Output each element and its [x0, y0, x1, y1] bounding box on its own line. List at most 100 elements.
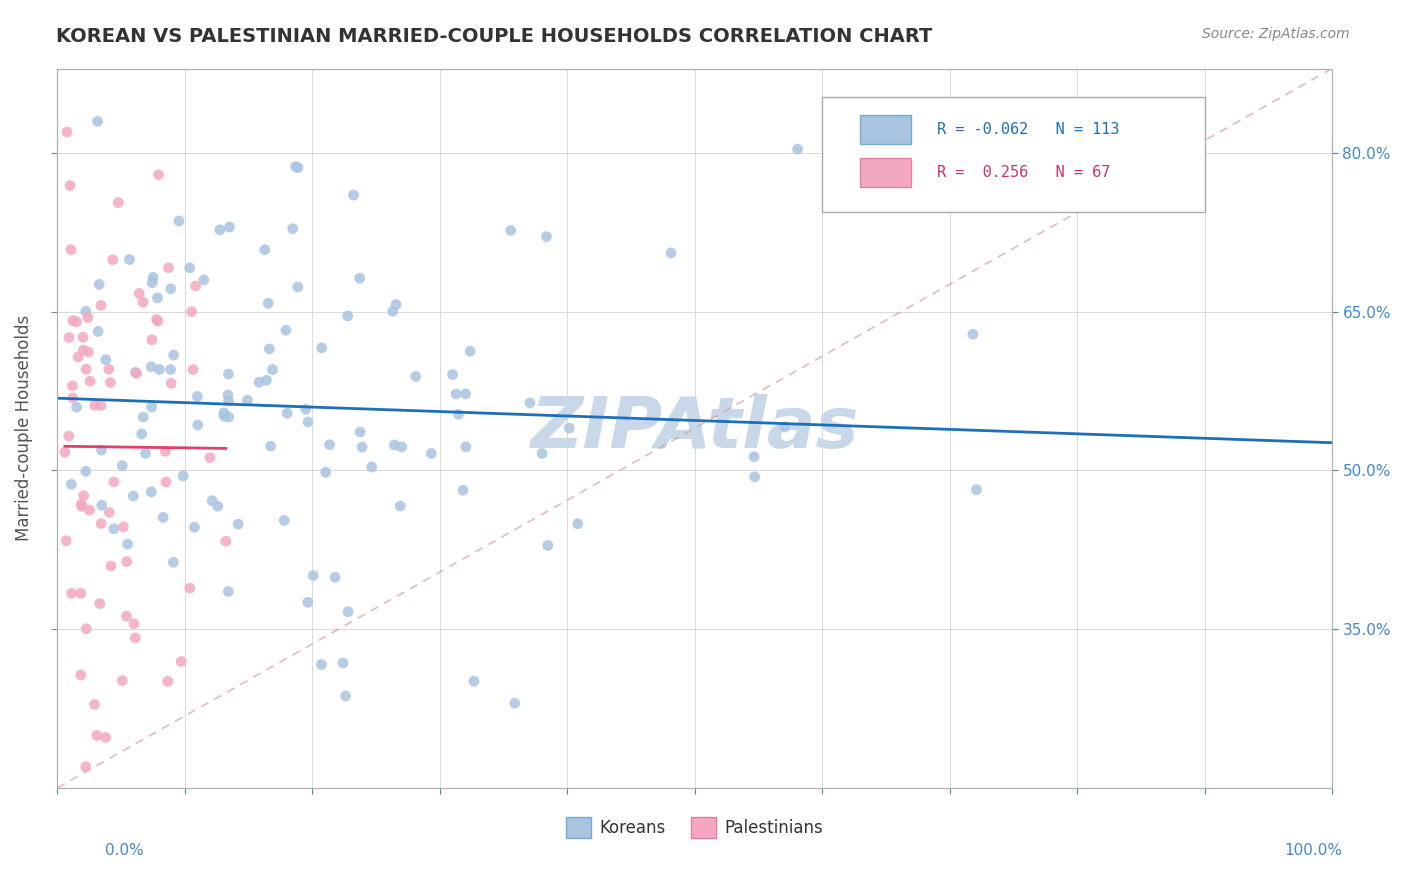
Text: Source: ZipAtlas.com: Source: ZipAtlas.com	[1202, 27, 1350, 41]
Point	[332, 656, 354, 670]
Point	[360, 460, 382, 475]
Point	[122, 616, 145, 631]
Point	[172, 469, 194, 483]
Point	[274, 323, 297, 337]
Point	[180, 304, 202, 318]
Point	[389, 499, 412, 513]
Text: R = -0.062   N = 113: R = -0.062 N = 113	[936, 122, 1119, 137]
Point	[226, 517, 249, 532]
Point	[179, 581, 201, 595]
Point	[77, 345, 100, 359]
Point	[170, 655, 193, 669]
Point	[218, 220, 240, 235]
Point	[90, 399, 112, 413]
Point	[103, 475, 125, 489]
Point	[281, 221, 304, 235]
Point	[73, 489, 96, 503]
Point	[499, 223, 522, 237]
Text: 100.0%: 100.0%	[1285, 843, 1343, 858]
Point	[181, 362, 204, 376]
Point	[773, 419, 796, 434]
Point	[59, 178, 82, 193]
FancyBboxPatch shape	[823, 97, 1205, 212]
Point	[60, 477, 83, 491]
Point	[111, 458, 134, 473]
Point	[58, 330, 80, 344]
Point	[259, 439, 281, 453]
Point	[257, 296, 280, 310]
Point	[212, 406, 235, 420]
Point	[89, 597, 111, 611]
Point	[297, 415, 319, 429]
Point	[107, 195, 129, 210]
Text: ZIPAtlas: ZIPAtlas	[530, 393, 859, 463]
Point	[117, 537, 139, 551]
Point	[311, 341, 333, 355]
Point	[75, 760, 97, 774]
Point	[86, 728, 108, 742]
Point	[141, 276, 163, 290]
Point	[337, 605, 360, 619]
Point	[72, 330, 94, 344]
Point	[90, 298, 112, 312]
Point	[318, 438, 340, 452]
Point	[94, 731, 117, 745]
Point	[83, 698, 105, 712]
Point	[103, 522, 125, 536]
Point	[72, 343, 94, 358]
Point	[59, 243, 82, 257]
Point	[86, 114, 108, 128]
Point	[62, 391, 84, 405]
Point	[55, 533, 77, 548]
Point	[276, 406, 298, 420]
Point	[193, 273, 215, 287]
Point	[89, 277, 111, 292]
Point	[162, 555, 184, 569]
Point	[217, 388, 239, 402]
Y-axis label: Married-couple Households: Married-couple Households	[15, 315, 32, 541]
Point	[259, 342, 281, 356]
Point	[218, 394, 240, 409]
Point	[451, 483, 474, 498]
Point	[97, 362, 120, 376]
Point	[441, 368, 464, 382]
Point	[75, 464, 97, 478]
Point	[131, 426, 153, 441]
Point	[62, 378, 84, 392]
Point	[79, 374, 101, 388]
Point	[247, 375, 270, 389]
Point	[53, 445, 76, 459]
Point	[447, 407, 470, 421]
Point	[786, 142, 808, 156]
Point	[65, 315, 87, 329]
Point	[148, 362, 170, 376]
Point	[454, 387, 477, 401]
Point	[323, 570, 346, 584]
Point	[187, 418, 209, 433]
Point	[454, 440, 477, 454]
Point	[385, 297, 408, 311]
Point	[420, 446, 443, 460]
Point	[132, 410, 155, 425]
Point	[742, 450, 765, 464]
Point	[76, 310, 98, 325]
Point	[163, 348, 186, 362]
Point	[111, 673, 134, 688]
Point	[115, 555, 138, 569]
Point	[217, 584, 239, 599]
Point	[141, 484, 163, 499]
Point	[146, 291, 169, 305]
Point	[159, 362, 181, 376]
Point	[90, 443, 112, 458]
Point	[79, 503, 101, 517]
Point	[100, 376, 122, 390]
Point	[156, 674, 179, 689]
Point	[384, 438, 406, 452]
Point	[70, 500, 93, 514]
Point	[463, 674, 485, 689]
Point	[253, 243, 276, 257]
Point	[65, 401, 87, 415]
Point	[349, 271, 371, 285]
Point	[335, 689, 357, 703]
Text: 0.0%: 0.0%	[105, 843, 145, 858]
